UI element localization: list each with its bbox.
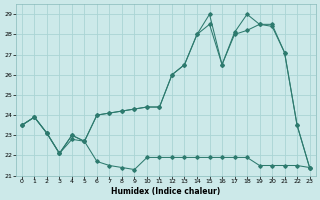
X-axis label: Humidex (Indice chaleur): Humidex (Indice chaleur) bbox=[111, 187, 220, 196]
